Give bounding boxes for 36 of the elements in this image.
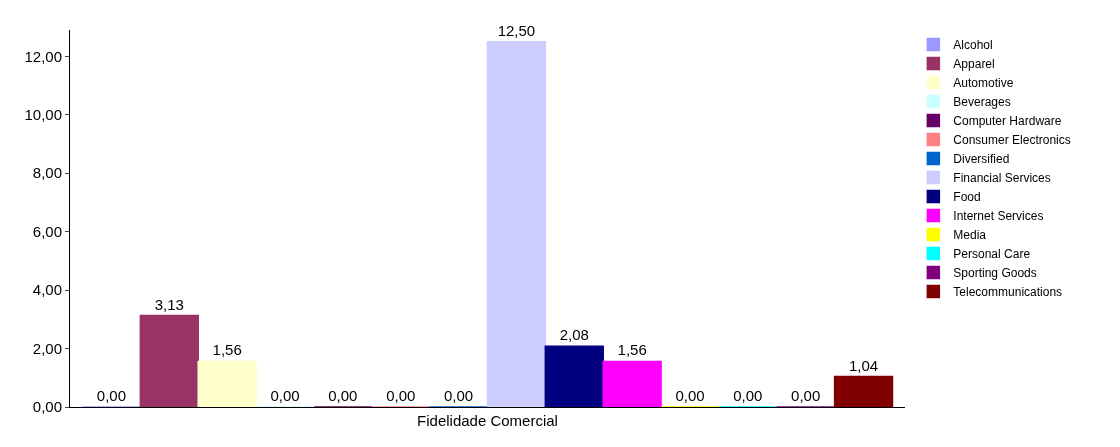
data-label: 3,13	[154, 295, 184, 313]
legend-label: Food	[953, 190, 981, 205]
x-tick-label: Fidelidade Comercial	[417, 412, 558, 429]
data-label: 1,04	[848, 356, 879, 374]
data-label: 0,00	[386, 387, 416, 404]
legend-label: Computer Hardware	[953, 114, 1062, 129]
y-tick-label: 12,00	[24, 47, 62, 65]
legend-label: Personal Care	[953, 247, 1031, 262]
data-label: 1,56	[617, 341, 647, 359]
y-tick-label: 0,00	[32, 398, 62, 416]
legend-label: Apparel	[953, 57, 995, 72]
data-label: 2,08	[559, 326, 589, 344]
data-label: 0,00	[328, 387, 358, 404]
data-label: 0,00	[733, 387, 763, 404]
legend-label: Telecommunications	[953, 285, 1063, 300]
data-label: 0,00	[96, 387, 127, 404]
y-tick-label: 6,00	[32, 222, 62, 240]
legend-label: Internet Services	[953, 209, 1044, 224]
legend-label: Sporting Goods	[953, 266, 1037, 281]
legend-label: Automotive	[953, 76, 1014, 91]
data-label: 12,50	[497, 21, 536, 39]
data-label: 1,56	[212, 341, 242, 359]
legend-label: Beverages	[953, 95, 1011, 110]
data-label: 0,00	[443, 387, 474, 404]
legend-label: Diversified	[953, 152, 1010, 167]
data-label: 0,00	[791, 387, 821, 404]
data-label: 0,00	[270, 387, 300, 404]
y-tick-label: 8,00	[32, 164, 62, 182]
y-tick-label: 4,00	[32, 281, 62, 299]
y-tick-label: 2,00	[32, 339, 62, 357]
legend-label: Financial Services	[953, 171, 1051, 186]
legend-label: Alcohol	[953, 38, 993, 53]
data-label: 0,00	[675, 387, 705, 404]
legend-label: Media	[953, 228, 987, 243]
y-tick-label: 10,00	[24, 106, 62, 123]
legend-label: Consumer Electronics	[953, 133, 1071, 148]
